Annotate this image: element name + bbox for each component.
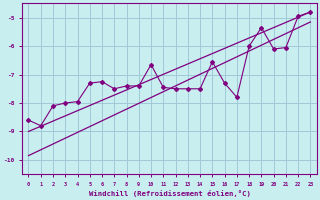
X-axis label: Windchill (Refroidissement éolien,°C): Windchill (Refroidissement éolien,°C) — [89, 190, 250, 197]
